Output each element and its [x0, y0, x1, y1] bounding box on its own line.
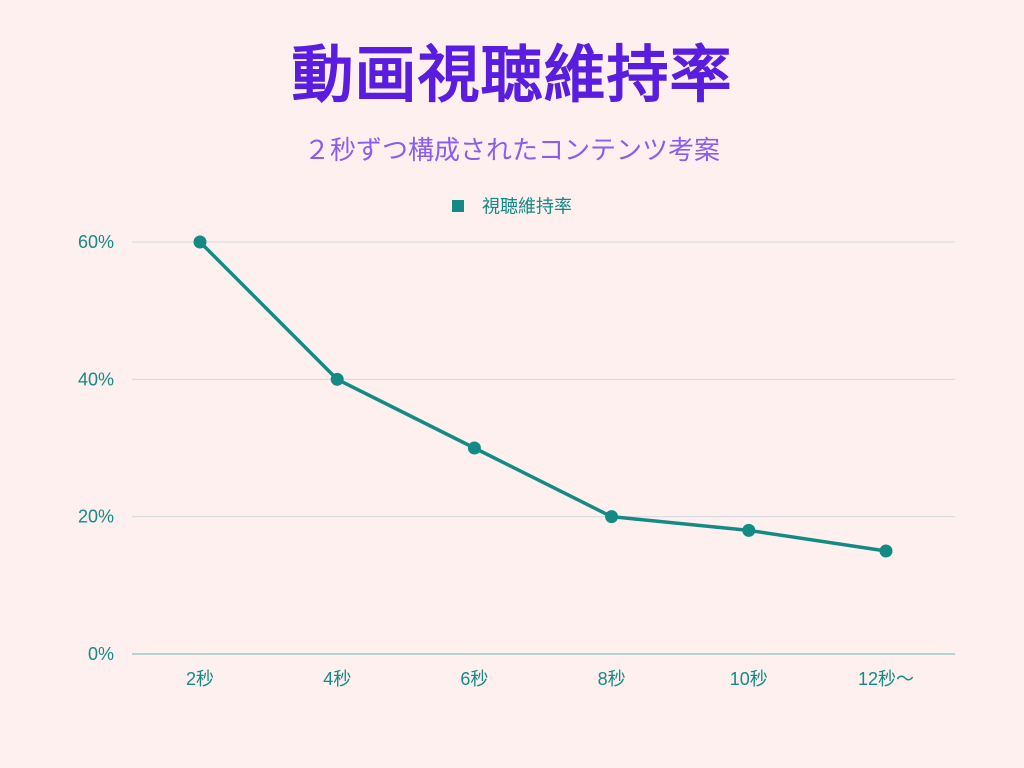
y-tick-label: 0%: [88, 644, 114, 664]
x-tick-label: 12秒〜: [858, 669, 914, 689]
data-point: [467, 441, 481, 455]
series-line: [198, 240, 888, 553]
x-tick-label: 10秒: [730, 669, 768, 689]
chart-subtitle: ２秒ずつ構成されたコンテンツ考案: [303, 136, 720, 166]
chart-title: 動画視聴維持率: [291, 38, 733, 111]
legend-label: 視聴維持率: [482, 197, 572, 218]
y-tick-label: 20%: [78, 507, 114, 527]
data-point: [330, 372, 344, 386]
x-tick-label: 4秒: [323, 669, 351, 689]
x-tick-label: 2秒: [186, 669, 214, 689]
data-point: [605, 510, 619, 524]
y-tick-label: 60%: [78, 232, 114, 252]
x-tick-label: 6秒: [460, 669, 488, 689]
data-point: [742, 523, 756, 537]
data-point: [193, 235, 207, 249]
data-point: [879, 544, 893, 558]
y-tick-label: 40%: [78, 369, 114, 389]
legend-swatch: [452, 200, 464, 212]
x-tick-label: 8秒: [598, 669, 626, 689]
